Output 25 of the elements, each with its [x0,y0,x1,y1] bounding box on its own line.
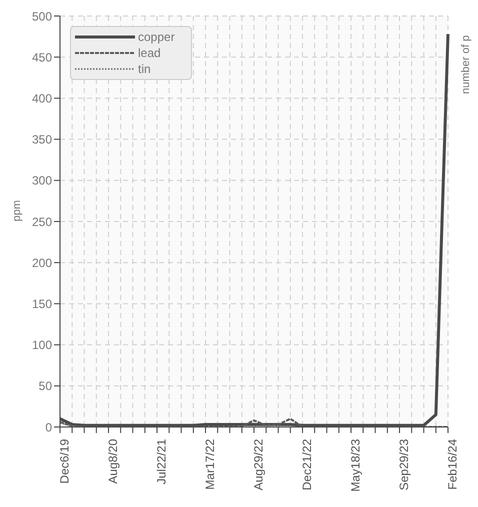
y-tick-label: 100 [32,338,52,352]
legend-label: copper [138,30,175,44]
y-tick-label: 450 [32,50,52,64]
y-axis-title: ppm [10,200,23,222]
y-tick-label: 150 [32,296,52,311]
y2-axis-title: number of p [460,35,472,94]
x-tick-label: Jul22/21 [154,438,169,484]
legend-label: tin [138,62,151,76]
y-tick-label: 0 [45,420,52,434]
x-tick-label: Aug8/20 [106,438,120,484]
y-tick-label: 300 [32,174,52,188]
x-tick-label: Dec6/19 [58,438,72,484]
x-tick-label: Dec21/22 [300,438,314,490]
y-tick-label: 500 [32,9,52,24]
legend-label: lead [138,46,161,60]
y-tick-label: 250 [32,214,52,229]
y-tick-label: 350 [32,132,52,147]
y-tick-label: 50 [38,379,52,394]
y-tick-label: 400 [32,91,52,106]
x-tick-label: Feb16/24 [446,438,460,490]
y-tick-label: 200 [32,256,52,270]
x-tick-label: Sep29/23 [397,438,412,490]
x-tick-label: Mar17/22 [203,438,218,490]
x-tick-label: May18/23 [348,438,363,492]
x-tick-label: Aug29/22 [252,438,266,490]
